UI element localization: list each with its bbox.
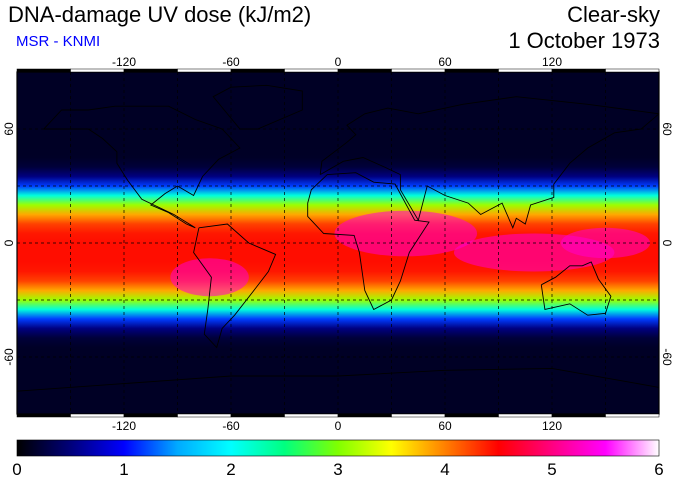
colorbar-tick-label: 1	[119, 460, 128, 479]
lat-tick-label-right: 60	[660, 122, 674, 136]
colorbar-tick-label: 5	[547, 460, 556, 479]
uv-hotspot	[170, 258, 249, 297]
frame-segment	[230, 68, 285, 73]
colorbar: 0 1 2 3 4 5 6	[12, 439, 664, 479]
frame-segment	[605, 413, 660, 418]
axis-ticks: -120 -120 -60 -60 0 0 60 60 120 120 60 60 0 0 -60 -60	[2, 55, 674, 433]
colorbar-tick-label: 6	[654, 460, 663, 479]
lon-tick-label-top: 60	[438, 55, 452, 69]
frame-segment	[123, 413, 178, 418]
frame-segment	[70, 413, 125, 418]
lon-tick-label-bottom: 0	[335, 419, 342, 433]
frame-segment	[444, 68, 499, 73]
coastlines	[17, 84, 659, 392]
map-frame	[16, 68, 660, 418]
frame-segment	[337, 413, 392, 418]
coastline	[307, 172, 430, 311]
lon-tick-label-bottom: -120	[112, 419, 136, 433]
coastline	[17, 367, 659, 392]
coastline	[319, 96, 659, 230]
source-label: MSR - KNMI	[16, 33, 101, 50]
lon-tick-label-top: -60	[222, 55, 240, 69]
frame-segment	[177, 68, 232, 73]
frame-segment	[444, 413, 499, 418]
map-title: DNA-damage UV dose (kJ/m2)	[8, 2, 312, 27]
coastline	[193, 223, 277, 349]
colorbar-tick-label: 0	[12, 460, 21, 479]
uv-hotspot	[334, 210, 478, 257]
frame-segment	[337, 68, 392, 73]
lon-tick-label-bottom: 60	[438, 419, 452, 433]
frame-segment	[284, 413, 339, 418]
coastline	[540, 261, 612, 316]
frame-segment	[16, 413, 71, 418]
frame-segment	[605, 68, 660, 73]
frame-segment	[70, 68, 125, 73]
frame-segment	[551, 68, 606, 73]
colorbar-tick-label: 3	[333, 460, 342, 479]
lon-tick-label-top: 120	[542, 55, 562, 69]
lon-tick-label-top: 0	[335, 55, 342, 69]
lon-tick-label-bottom: -60	[222, 419, 240, 433]
graticule	[17, 72, 659, 414]
lat-tick-label-right: -60	[660, 348, 674, 366]
frame-segment	[177, 413, 232, 418]
frame-segment	[123, 68, 178, 73]
colorbar-gradient	[16, 439, 660, 457]
coastline	[43, 105, 241, 229]
lat-tick-label-right: 0	[660, 240, 674, 247]
frame-segment	[230, 413, 285, 418]
frame-segment	[498, 413, 553, 418]
frame-segment	[391, 413, 446, 418]
lon-tick-label-bottom: 120	[542, 419, 562, 433]
frame-segment	[551, 413, 606, 418]
lat-tick-label-left: 0	[2, 239, 16, 246]
date-label: 1 October 1973	[508, 28, 660, 53]
frame-segment	[391, 68, 446, 73]
lat-tick-label-left: 60	[2, 122, 16, 136]
frame-segment	[16, 68, 71, 73]
colorbar-tick-label: 4	[440, 460, 449, 479]
scenario-label: Clear-sky	[567, 2, 660, 27]
lon-tick-label-top: -120	[112, 55, 136, 69]
frame-segment	[284, 68, 339, 73]
colorbar-tick-label: 2	[226, 460, 235, 479]
coastline	[212, 84, 303, 130]
frame-segment	[498, 68, 553, 73]
lat-tick-label-left: -60	[2, 348, 16, 366]
